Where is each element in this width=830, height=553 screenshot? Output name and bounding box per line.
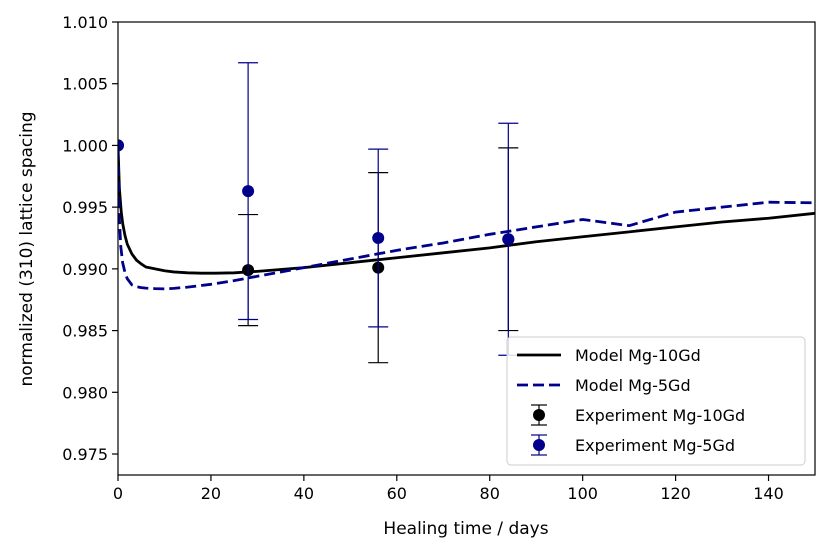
y-axis-ticks: 0.975 0.980 0.985 0.990 0.995 1.000 1.005 1.010 xyxy=(62,13,118,464)
data-point-experiment-mg-5gd xyxy=(118,139,124,152)
x-axis-label: Healing time / days xyxy=(383,519,548,539)
x-axis-ticks: 0 20 40 60 80 100 120 140 xyxy=(113,475,784,503)
data-point-experiment-mg-5gd xyxy=(502,233,515,246)
data-point-experiment-mg-5gd xyxy=(242,185,255,198)
series-line-model-mg-5gd xyxy=(118,149,815,291)
x-tick-label: 140 xyxy=(753,484,784,503)
legend-box xyxy=(506,336,806,466)
y-tick-label: 1.000 xyxy=(62,136,108,155)
y-tick-label: 1.005 xyxy=(62,75,108,94)
y-tick-label: 1.010 xyxy=(62,13,108,32)
x-tick-label: 100 xyxy=(567,484,598,503)
legend: Model Mg-10Gd Model Mg-5Gd Experiment Mg-1… xyxy=(506,336,806,466)
x-tick-label: 40 xyxy=(294,484,314,503)
x-tick-label: 80 xyxy=(480,484,500,503)
x-tick-label: 20 xyxy=(201,484,221,503)
y-tick-label: 0.995 xyxy=(62,198,108,217)
y-tick-label: 0.990 xyxy=(62,260,108,279)
legend-label: Model Mg-10Gd xyxy=(575,346,701,365)
series-layer xyxy=(118,62,815,364)
plot-frame xyxy=(117,21,816,476)
y-axis-label: normalized (310) lattice spacing xyxy=(17,111,37,386)
y-tick-label: 0.980 xyxy=(62,383,108,402)
x-tick-label: 0 xyxy=(113,484,123,503)
legend-label: Experiment Mg-5Gd xyxy=(575,436,735,455)
legend-label: Model Mg-5Gd xyxy=(575,376,691,395)
legend-swatch xyxy=(533,439,545,451)
x-tick-label: 60 xyxy=(387,484,407,503)
y-tick-label: 0.985 xyxy=(62,322,108,341)
y-tick-label: 0.975 xyxy=(62,445,108,464)
data-point-experiment-mg-5gd xyxy=(372,232,385,245)
legend-label: Experiment Mg-10Gd xyxy=(575,406,745,425)
legend-swatch xyxy=(533,409,545,421)
x-tick-label: 120 xyxy=(660,484,691,503)
series-line-model-mg-10gd xyxy=(118,145,815,275)
